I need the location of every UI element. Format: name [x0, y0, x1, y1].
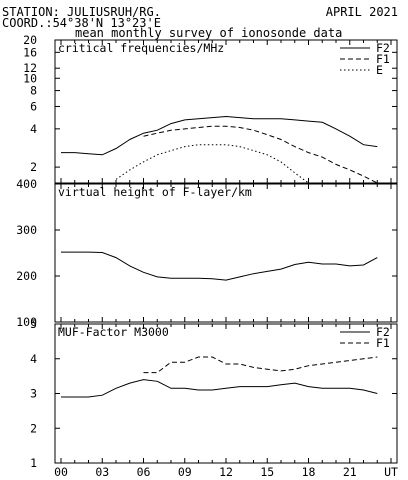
panel-3-ytick-label: 3: [30, 387, 37, 401]
panel-1-ytick-label: 2: [30, 160, 37, 174]
panel-1-legend-label-f2: F2: [376, 41, 390, 55]
panel-1-ytick-label: 20: [23, 33, 37, 47]
panel-2-title: virtual height of F-layer/km: [58, 185, 252, 199]
panel-1-ytick-label: 16: [23, 45, 37, 59]
panel-1-legend-label-e: E: [376, 63, 383, 77]
panel-3-series-f1: [143, 356, 378, 374]
panel-3-legend-label-f1: F1: [376, 336, 390, 350]
panel-1-ytick-label: 4: [30, 122, 37, 136]
xtick-label: 06: [137, 465, 151, 479]
panel-1-ytick-label: 8: [30, 84, 37, 98]
xtick-label: 09: [178, 465, 192, 479]
panel-1-legend-label-f1: F1: [376, 52, 390, 66]
subtitle: mean monthly survey of ionosonde data: [75, 26, 342, 40]
panel-1: [54, 39, 398, 184]
panel-1-ytick-label: 12: [23, 61, 37, 75]
panel-1-series-f2: [61, 115, 378, 156]
xtick-label: 18: [302, 465, 316, 479]
panel-3-title: MUF-Factor M3000: [58, 325, 169, 339]
panel-1-ytick-label: 10: [23, 71, 37, 85]
panel-2-series-line: [61, 251, 378, 281]
coord-label: COORD.:54°38'N 13°23'E: [2, 16, 161, 30]
panel-3-ytick-label: 4: [30, 352, 37, 366]
xtick-label: 00: [54, 465, 68, 479]
panel-1-ytick-label: 6: [30, 99, 37, 113]
date-label: APRIL 2021: [326, 5, 398, 19]
panel-2-ytick-label: 400: [16, 177, 37, 191]
panel-2-ytick-label: 200: [16, 269, 37, 283]
xtick-label: 15: [260, 465, 274, 479]
panel-3-ytick-label: 2: [30, 421, 37, 435]
xtick-label: 21: [343, 465, 357, 479]
panel-2-ytick-label: 100: [16, 315, 37, 329]
panel-1-frame: [54, 39, 398, 184]
xtick-label: 12: [219, 465, 233, 479]
panel-3: [54, 323, 398, 464]
panel-3-ytick-label: 1: [30, 456, 37, 470]
station-label: STATION: JULIUSRUH/RG.: [2, 5, 161, 19]
panel-2-frame: [54, 183, 398, 323]
xtick-label: 03: [95, 465, 109, 479]
panel-1-series-f1: [143, 125, 378, 184]
panel-2-ytick-label: 300: [16, 223, 37, 237]
panel-3-legend-label-f2: F2: [376, 325, 390, 339]
panel-1-title: critical frequencies/MHz: [58, 41, 224, 55]
panel-1-series-e: [115, 144, 309, 184]
panel-3-ytick-label: 5: [30, 317, 37, 331]
xtick-label: UT: [384, 465, 398, 479]
panel-2: [54, 183, 398, 323]
panel-3-series-f2: [61, 379, 378, 398]
